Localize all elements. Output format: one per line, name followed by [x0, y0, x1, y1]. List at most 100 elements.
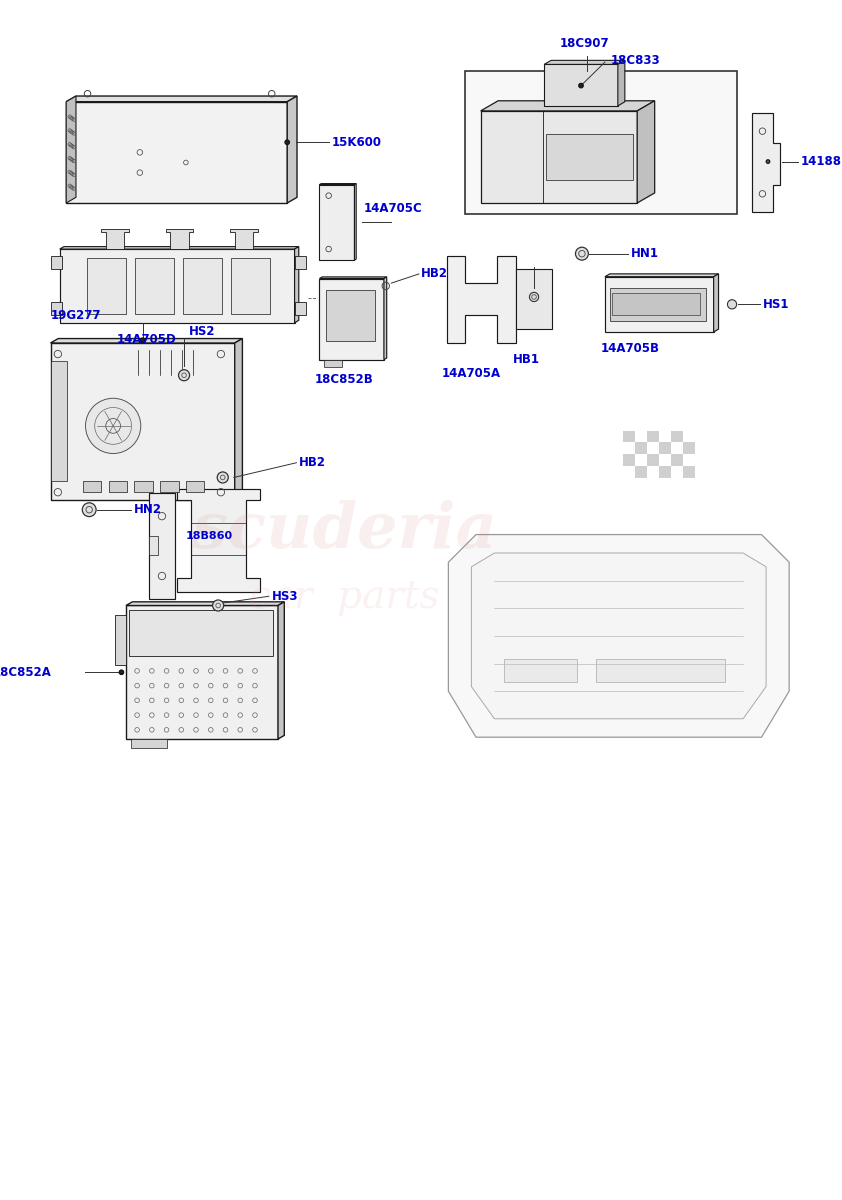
Bar [671, 467, 683, 479]
Text: HB2: HB2 [299, 456, 326, 469]
Polygon shape [177, 488, 259, 592]
Polygon shape [287, 96, 297, 203]
Polygon shape [319, 278, 384, 360]
Bar [659, 467, 671, 479]
Bar [623, 431, 636, 443]
Polygon shape [752, 113, 780, 212]
Bar [636, 431, 647, 443]
Polygon shape [278, 602, 285, 739]
Polygon shape [51, 301, 61, 316]
Polygon shape [324, 360, 343, 367]
Polygon shape [67, 96, 76, 203]
Polygon shape [126, 606, 278, 739]
Circle shape [213, 600, 224, 611]
Polygon shape [544, 60, 625, 65]
Polygon shape [230, 229, 258, 250]
Text: car  parts: car parts [249, 578, 440, 616]
Polygon shape [184, 258, 221, 313]
Polygon shape [129, 610, 274, 656]
Bar [683, 431, 695, 443]
Bar [683, 443, 695, 455]
Polygon shape [446, 256, 515, 343]
Text: 14A705A: 14A705A [442, 367, 501, 380]
Circle shape [766, 160, 770, 163]
Polygon shape [449, 534, 789, 737]
Polygon shape [149, 536, 158, 554]
Polygon shape [51, 361, 67, 481]
Polygon shape [83, 481, 101, 492]
Text: HS3: HS3 [272, 589, 298, 602]
Text: HS2: HS2 [189, 325, 216, 338]
Text: HN1: HN1 [631, 247, 658, 260]
Text: 15K600: 15K600 [332, 136, 381, 149]
Polygon shape [235, 338, 242, 499]
Polygon shape [384, 277, 386, 360]
Circle shape [575, 247, 589, 260]
Polygon shape [605, 274, 718, 277]
Polygon shape [714, 274, 718, 332]
Polygon shape [135, 481, 152, 492]
Polygon shape [465, 71, 737, 214]
Bar [647, 455, 659, 467]
Bar [636, 455, 647, 467]
Text: 14A705D: 14A705D [117, 332, 177, 346]
Polygon shape [295, 256, 306, 269]
Bar [647, 443, 659, 455]
Polygon shape [618, 60, 625, 106]
Polygon shape [149, 493, 175, 599]
Polygon shape [60, 247, 299, 250]
Text: 14A705C: 14A705C [364, 202, 423, 215]
Text: 18C907: 18C907 [560, 37, 610, 50]
Bar [623, 455, 636, 467]
Circle shape [578, 83, 584, 88]
Polygon shape [354, 184, 356, 260]
Text: 18B860: 18B860 [186, 532, 233, 541]
Polygon shape [186, 481, 205, 492]
Polygon shape [131, 739, 168, 749]
Bar [683, 467, 695, 479]
Circle shape [179, 370, 189, 380]
Text: 14A705B: 14A705B [600, 342, 659, 355]
Bar [636, 467, 647, 479]
Polygon shape [295, 301, 306, 316]
Polygon shape [109, 481, 127, 492]
Circle shape [83, 503, 96, 517]
Text: 18C852A: 18C852A [0, 666, 51, 679]
Polygon shape [472, 553, 766, 719]
Text: scuderia: scuderia [191, 500, 497, 562]
Polygon shape [88, 258, 126, 313]
Polygon shape [101, 229, 129, 250]
Circle shape [530, 293, 539, 301]
Text: HB2: HB2 [421, 268, 448, 281]
Bar [636, 443, 647, 455]
Text: HN2: HN2 [133, 503, 162, 516]
Polygon shape [326, 289, 375, 341]
Bar [659, 455, 671, 467]
Bar [671, 455, 683, 467]
Bar [623, 467, 636, 479]
Circle shape [285, 140, 290, 144]
Polygon shape [605, 277, 714, 332]
Bar [647, 431, 659, 443]
Polygon shape [319, 185, 354, 260]
Polygon shape [51, 338, 242, 343]
Polygon shape [515, 269, 552, 329]
Polygon shape [51, 256, 61, 269]
Polygon shape [319, 277, 386, 278]
Bar [671, 431, 683, 443]
Polygon shape [544, 65, 618, 106]
Bar [683, 455, 695, 467]
Polygon shape [610, 288, 706, 320]
Polygon shape [166, 229, 194, 250]
Text: HS1: HS1 [763, 298, 789, 311]
Polygon shape [637, 101, 655, 203]
Polygon shape [481, 110, 637, 203]
Polygon shape [126, 602, 285, 606]
Polygon shape [51, 343, 235, 499]
Bar [671, 443, 683, 455]
Circle shape [727, 300, 737, 308]
Bar [647, 467, 659, 479]
Text: 18C852B: 18C852B [315, 373, 374, 386]
Polygon shape [504, 659, 578, 682]
Polygon shape [60, 250, 295, 323]
